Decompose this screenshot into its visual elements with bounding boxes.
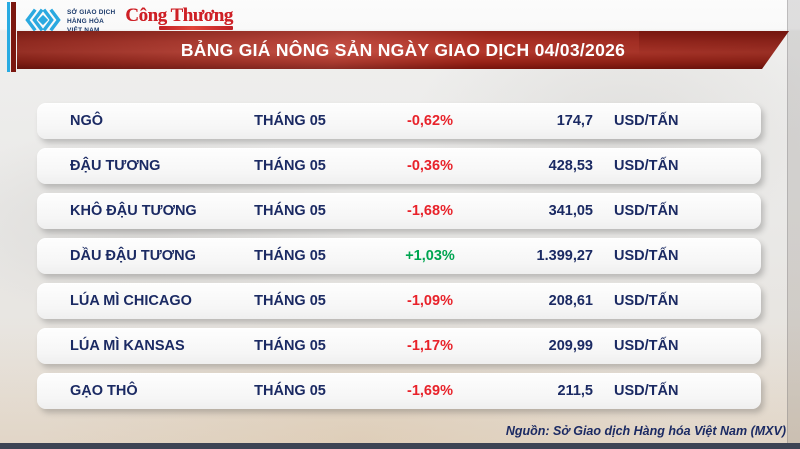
commodity-name: DẦU ĐẬU TƯƠNG [70, 248, 196, 264]
table-row: KHÔ ĐẬU TƯƠNG THÁNG 05 -1,68% 341,05 USD… [37, 193, 761, 229]
mxv-logo-icon [25, 8, 61, 32]
price-unit: USD/TẤN [614, 383, 679, 399]
table-row: DẦU ĐẬU TƯƠNG THÁNG 05 +1,03% 1.399,27 U… [37, 238, 761, 274]
price-value: 208,61 [548, 293, 593, 309]
page-title: BẢNG GIÁ NÔNG SẢN NGÀY GIAO DỊCH 04/03/2… [180, 39, 626, 60]
price-value: 211,5 [557, 383, 594, 399]
left-accent-stripe-blue [7, 2, 10, 72]
commodity-name: ĐẬU TƯƠNG [70, 158, 161, 174]
contract-month: THÁNG 05 [254, 383, 326, 399]
commodity-name: LÚA MÌ CHICAGO [70, 293, 192, 309]
source-note: Nguồn: Sở Giao dịch Hàng hóa Việt Nam (M… [505, 424, 786, 438]
mxv-logo-line1: SỞ GIAO DỊCH [67, 9, 116, 16]
price-value: 209,99 [548, 338, 593, 354]
congthuong-logo-bar [159, 26, 234, 30]
price-value: 341,05 [548, 203, 593, 219]
table-row: NGÔ THÁNG 05 -0,62% 174,7 USD/TẤN [37, 103, 761, 139]
commodity-name: GẠO THÔ [70, 383, 138, 399]
bottom-bar [0, 443, 800, 449]
change-percent: +1,03% [405, 248, 455, 264]
congthuong-logo: Công Thương [125, 5, 234, 30]
contract-month: THÁNG 05 [254, 248, 326, 264]
price-unit: USD/TẤN [614, 113, 679, 129]
change-percent: -0,36% [407, 158, 453, 174]
commodity-name: NGÔ [70, 113, 104, 129]
mxv-logo-line2: HÀNG HÓA [67, 17, 104, 25]
price-value: 428,53 [548, 158, 593, 174]
price-unit: USD/TẤN [614, 248, 679, 264]
congthuong-logo-text: Công Thương [125, 5, 233, 26]
contract-month: THÁNG 05 [254, 203, 326, 219]
contract-month: THÁNG 05 [254, 158, 326, 174]
change-percent: -1,68% [407, 203, 453, 219]
price-unit: USD/TẤN [614, 158, 679, 174]
mxv-logo-text: SỞ GIAO DỊCH HÀNG HÓA VIỆT NAM [67, 9, 115, 35]
price-unit: USD/TẤN [614, 203, 679, 219]
title-banner: BẢNG GIÁ NÔNG SẢN NGÀY GIAO DỊCH 04/03/2… [17, 31, 789, 69]
contract-month: THÁNG 05 [254, 338, 326, 354]
mxv-logo-diamond [37, 14, 49, 26]
contract-month: THÁNG 05 [254, 293, 326, 309]
right-photo-strip [787, 0, 800, 449]
table-row: LÚA MÌ KANSAS THÁNG 05 -1,17% 209,99 USD… [37, 328, 761, 364]
price-table: NGÔ THÁNG 05 -0,62% 174,7 USD/TẤN ĐẬU TƯ… [37, 103, 761, 418]
change-percent: -1,17% [407, 338, 453, 354]
mxv-logo-line3: VIỆT NAM [67, 26, 100, 34]
change-percent: -1,69% [407, 383, 453, 399]
table-row: LÚA MÌ CHICAGO THÁNG 05 -1,09% 208,61 US… [37, 283, 761, 319]
change-percent: -0,62% [407, 113, 453, 129]
table-row: ĐẬU TƯƠNG THÁNG 05 -0,36% 428,53 USD/TẤN [37, 148, 761, 184]
price-value: 174,7 [556, 113, 593, 129]
price-unit: USD/TẤN [614, 293, 679, 309]
header-logos: SỞ GIAO DỊCH HÀNG HÓA VIỆT NAM Công Thươ… [24, 5, 234, 35]
price-value: 1.399,27 [536, 248, 593, 264]
left-accent-stripe-maroon [11, 2, 16, 72]
change-percent: -1,09% [407, 293, 453, 309]
commodity-name: KHÔ ĐẬU TƯƠNG [70, 203, 197, 219]
table-row: GẠO THÔ THÁNG 05 -1,69% 211,5 USD/TẤN [37, 373, 761, 409]
commodity-name: LÚA MÌ KANSAS [70, 338, 185, 354]
price-unit: USD/TẤN [614, 338, 679, 354]
contract-month: THÁNG 05 [254, 113, 326, 129]
